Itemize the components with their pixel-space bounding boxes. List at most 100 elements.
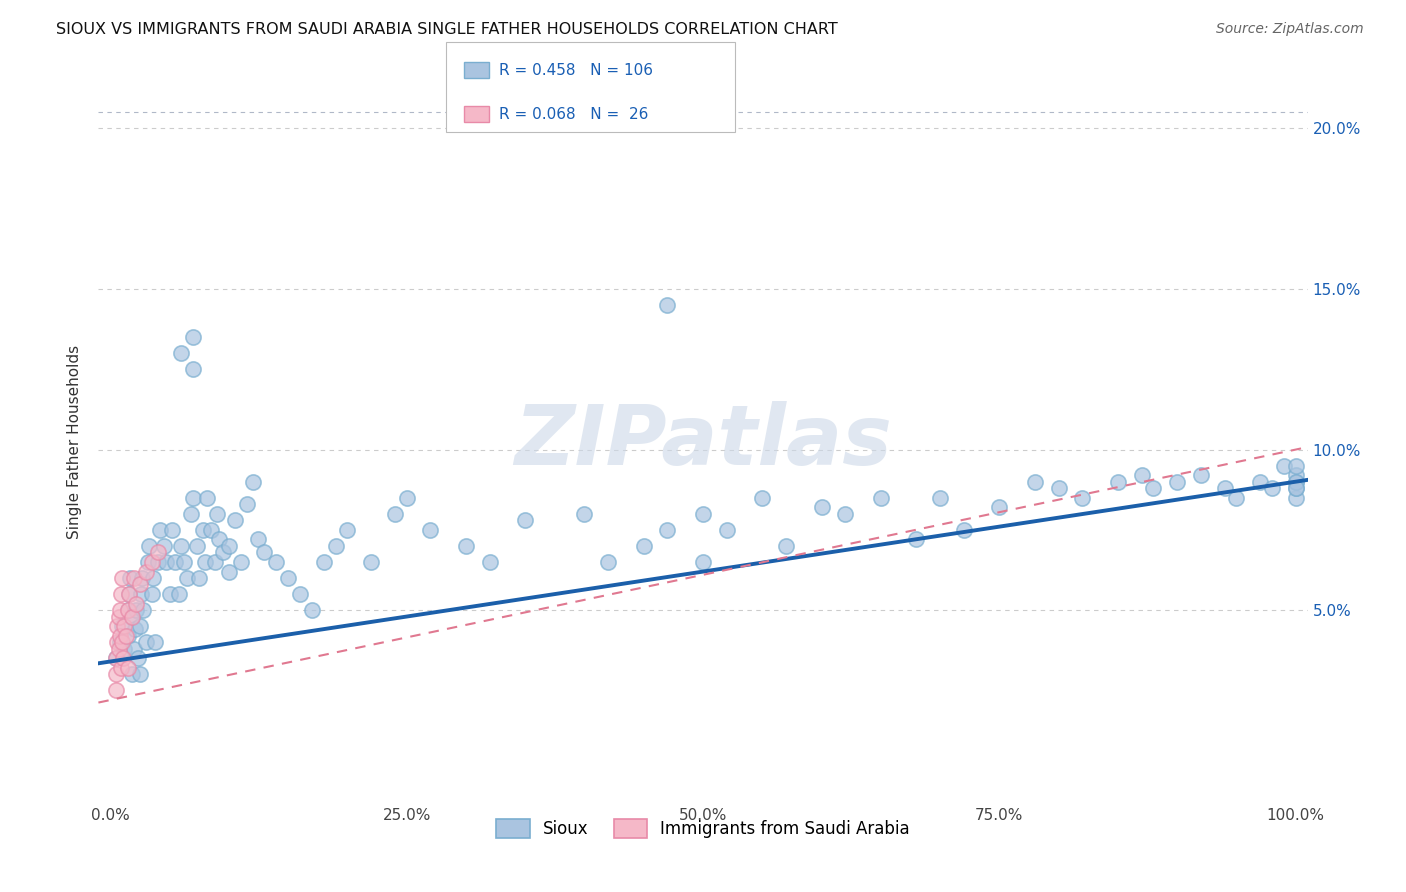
Y-axis label: Single Father Households: Single Father Households [67,344,83,539]
Point [1047,481,1070,495]
Point [111,635,134,649]
Point [127,651,149,665]
Point [288,587,311,601]
Point [110,587,132,601]
Point [118,587,141,601]
Point [204,555,226,569]
Point [108,603,131,617]
Point [121,609,143,624]
Text: ZIPatlas: ZIPatlas [515,401,891,482]
Point [117,603,139,617]
Point [165,555,187,569]
Point [360,555,382,569]
Point [129,667,152,681]
Point [1213,481,1236,495]
Point [1130,468,1153,483]
Point [1107,475,1129,489]
Text: Source: ZipAtlas.com: Source: ZipAtlas.com [1216,22,1364,37]
Point [141,555,163,569]
Point [105,667,128,681]
Point [454,539,477,553]
Point [141,587,163,601]
Point [1249,475,1271,489]
Point [218,539,240,553]
Point [751,491,773,505]
Point [905,533,928,547]
Point [834,507,856,521]
Point [176,571,198,585]
Point [146,555,169,569]
Point [112,651,135,665]
Point [218,565,240,579]
Point [114,641,136,656]
Point [224,513,246,527]
Point [124,623,146,637]
Point [657,523,679,537]
Point [395,491,418,505]
Point [929,491,952,505]
Point [142,571,165,585]
Point [146,545,169,559]
Point [105,683,128,698]
Point [143,635,166,649]
Point [173,555,195,569]
Point [312,555,335,569]
Point [181,330,204,344]
Point [181,362,204,376]
Point [988,500,1011,515]
Point [170,346,193,360]
Point [114,629,136,643]
Legend: Sioux, Immigrants from Saudi Arabia: Sioux, Immigrants from Saudi Arabia [489,813,917,845]
Point [692,507,714,521]
Point [208,533,231,547]
Point [1285,475,1308,489]
Point [1285,468,1308,483]
Point [188,571,211,585]
Point [869,491,891,505]
Point [197,491,219,505]
Point [125,603,148,617]
Point [131,571,153,585]
Point [111,571,134,585]
Point [810,500,832,515]
Point [716,523,738,537]
Point [107,609,129,624]
Point [117,629,139,643]
Point [384,507,406,521]
Point [129,619,152,633]
Point [122,641,145,656]
Point [170,539,193,553]
Point [118,587,141,601]
Point [108,635,131,649]
Point [1142,481,1164,495]
Point [160,523,183,537]
Point [121,609,143,624]
Point [1166,475,1188,489]
Point [253,545,276,559]
Point [191,523,214,537]
Point [108,629,131,643]
Point [264,555,287,569]
Point [200,523,222,537]
Point [205,507,228,521]
Point [105,651,128,665]
Point [598,555,620,569]
Point [120,571,142,585]
Point [122,571,145,585]
Point [242,475,264,489]
Point [117,603,139,617]
Point [114,619,136,633]
Point [277,571,299,585]
Point [229,555,252,569]
Text: SIOUX VS IMMIGRANTS FROM SAUDI ARABIA SINGLE FATHER HOUSEHOLDS CORRELATION CHART: SIOUX VS IMMIGRANTS FROM SAUDI ARABIA SI… [56,22,838,37]
Point [110,661,132,675]
Point [1189,468,1212,483]
Point [235,497,257,511]
Point [186,539,208,553]
Point [132,603,155,617]
Point [138,539,160,553]
Point [105,619,128,633]
Point [515,513,537,527]
Point [121,667,143,681]
Point [1285,491,1308,505]
